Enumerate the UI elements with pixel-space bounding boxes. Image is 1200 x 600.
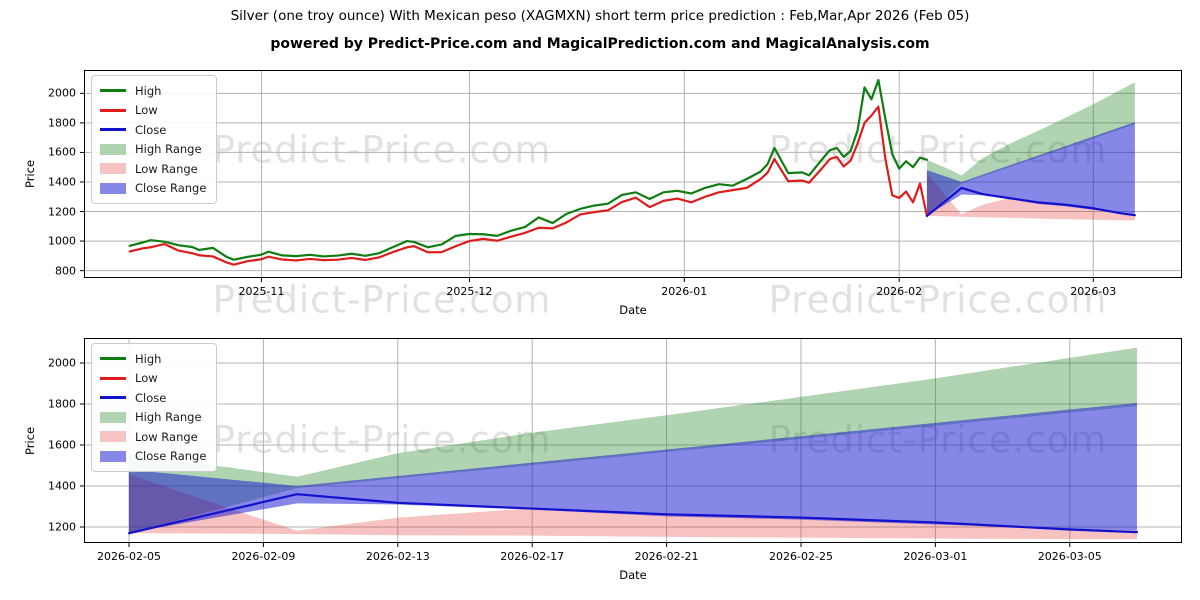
watermark-text: Predict-Price.com [768,278,1108,322]
y-tick-label: 2000 [48,356,76,370]
legend-entry: High Range [100,140,206,160]
legend-label: High [135,351,162,366]
y-tick-label: 1400 [48,175,76,189]
legend-entry: High [100,81,206,101]
watermark-text: Predict-Price.com [212,278,552,322]
close-forecast-line [925,186,1136,218]
plot-border [84,70,1182,278]
x-tick-label: 2026-02-17 [500,550,565,563]
legend-label: Low [135,103,158,118]
x-tick-label: 2025-12 [446,285,493,298]
legend-swatch-close [100,128,126,132]
legend-label: Close [135,390,167,405]
legend-label: High [135,83,162,98]
legend-label: Close Range [135,181,207,196]
y-tick-label: 1200 [48,205,76,219]
legend-swatch-close-range [100,450,126,462]
x-tick-label: 2026-03 [1070,285,1117,298]
x-tick-label: 2026-03-05 [1037,550,1102,563]
legend-swatch-high-range [100,143,126,155]
legend-entry: Low Range [100,159,206,179]
y-tick-label: 1600 [48,438,76,452]
legend-entry: Low [100,101,206,121]
legend-box: High Low Close High Range Low Range Close Ran… [91,75,218,204]
high-line [128,78,929,261]
low-range-band [129,474,1137,540]
legend-swatch-close [100,396,126,400]
close-forecast-line [127,493,1139,535]
y-tick-label: 1000 [48,234,76,248]
watermark-text: Predict-Price.com [212,128,552,172]
legend-entry: Low Range [100,427,206,447]
x-tick-label: 2026-02-05 [97,550,161,563]
x-tick-label: 2026-02-21 [634,550,699,563]
legend-label: Close [135,122,167,137]
legend-label: Close Range [135,449,207,464]
legend-label: Low Range [135,161,198,176]
legend-label: High Range [135,410,202,425]
y-tick-label: 1400 [48,479,76,493]
legend-swatch-low-range [100,163,126,175]
y-axis-label: Price [23,426,37,455]
x-tick-label: 2026-03-01 [903,550,968,563]
legend-swatch-high [100,357,126,361]
y-axis-label: Price [23,159,37,189]
legend-entry: Close Range [100,179,206,199]
y-tick-label: 1800 [48,397,76,411]
high-range-band [926,82,1135,216]
x-axis-label: Date [619,303,647,317]
legend-entry: Low [100,369,206,389]
figure-subtitle: powered by Predict-Price.com and Magical… [270,36,930,52]
plot-border [84,338,1182,543]
plot-area-forecast-detail [80,338,1182,547]
legend-entry: Close Range [100,447,206,467]
legend-swatch-low-range [100,431,126,443]
figure-title: Silver (one troy ounce) With Mexican pes… [230,8,970,24]
legend-swatch-high-range [100,411,126,423]
legend-label: High Range [135,142,202,157]
legend-swatch-high [100,89,126,93]
low-range-band [926,173,1135,221]
y-tick-label: 1800 [48,116,76,130]
legend-entry: Close [100,388,206,408]
legend-swatch-low [100,376,126,380]
x-tick-label: 2026-02-09 [231,550,296,563]
legend-label: Low [135,371,158,386]
plot-area-history-and-forecast [80,70,1182,282]
legend-label: Low Range [135,429,198,444]
watermark-text: Predict-Price.com [212,418,552,462]
legend-entry: Close [100,120,206,140]
high-range-band [129,347,1137,534]
legend-entry: High Range [100,408,206,428]
legend-box: High Low Close High Range Low Range Close Ran… [91,343,218,472]
x-axis-label: Date [619,568,647,582]
legend-entry: High [100,349,206,369]
y-tick-label: 1200 [48,520,76,534]
x-tick-label: 2025-11 [238,285,285,298]
x-tick-label: 2026-01 [661,285,708,298]
legend-swatch-close-range [100,182,126,194]
y-tick-label: 1600 [48,145,76,159]
x-tick-label: 2026-02 [876,285,923,298]
y-tick-label: 800 [55,264,76,278]
x-tick-label: 2026-02-13 [365,550,430,563]
legend-swatch-low [100,108,126,112]
low-line [128,105,929,266]
y-tick-label: 2000 [48,86,76,100]
x-tick-label: 2026-02-25 [769,550,833,563]
